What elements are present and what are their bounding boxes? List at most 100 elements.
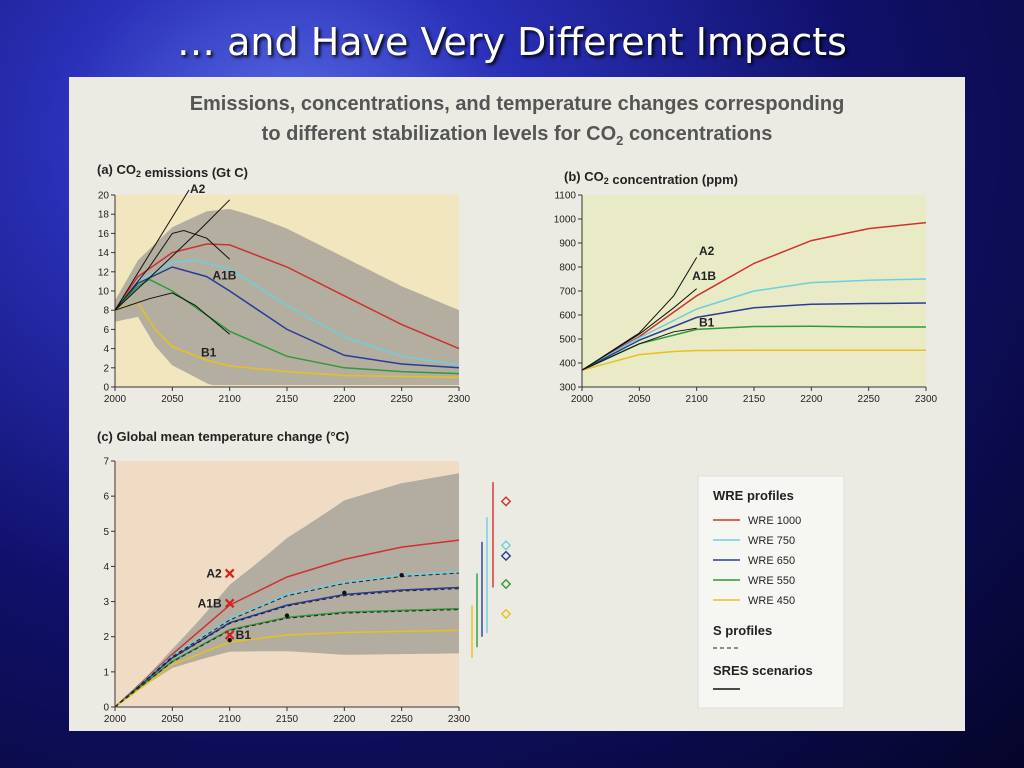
figure-title-line2-suffix: concentrations: [623, 123, 773, 145]
y-tick-label: 16: [98, 229, 110, 240]
panel-title-2: (c) Global mean temperature change (°C): [97, 429, 349, 444]
series-line-wre-450: [114, 629, 460, 708]
y-tick-label: 400: [559, 359, 576, 370]
x-tick-label: 2150: [743, 394, 766, 405]
y-tick-label: 500: [559, 335, 576, 346]
legend-box: [697, 475, 845, 709]
y-tick-label: 2: [103, 363, 109, 374]
x-tick-label: 2150: [276, 394, 299, 405]
figure-title-line1: Emissions, concentrations, and temperatu…: [189, 93, 845, 115]
y-tick-label: 3: [103, 597, 109, 608]
legend-s-title: S profiles: [713, 623, 772, 638]
x-tick-label: 2050: [628, 394, 651, 405]
label-b1: B1: [201, 345, 217, 359]
y-tick-label: 1: [103, 667, 109, 678]
stabilization-dot-0: [284, 613, 290, 618]
series-line-wre-1000: [114, 243, 460, 350]
label-a2: A2: [699, 244, 715, 258]
x-tick-label: 2200: [800, 394, 823, 405]
y-tick-label: 6: [103, 325, 109, 336]
legend-sres-title: SRES scenarios: [713, 663, 813, 678]
label-b1: B1: [699, 315, 715, 329]
s-profile-line-2: [114, 609, 460, 708]
figure-title-subscript: 2: [616, 133, 624, 148]
label-a2: A2: [190, 182, 206, 196]
y-tick-label: 10: [98, 287, 110, 298]
series-line-wre-650: [114, 586, 460, 708]
sres-cross-b1: [224, 630, 235, 640]
y-tick-label: 800: [559, 263, 576, 274]
y-tick-label: 12: [98, 267, 110, 278]
uncertainty-band-2: [115, 473, 459, 707]
a2-leader: [114, 189, 190, 311]
uncertainty-band-0: [115, 209, 459, 386]
y-tick-label: 20: [98, 191, 110, 202]
series-line-wre-450: [114, 301, 460, 379]
x-tick-label: 2250: [858, 394, 881, 405]
range-diamond-4: [500, 608, 512, 620]
sres-line-b1: [114, 292, 231, 335]
y-tick-label: 4: [103, 344, 109, 355]
label-a1b: A1B: [198, 596, 222, 610]
sres-line-a2: [114, 199, 231, 311]
x-tick-label: 2100: [219, 714, 242, 725]
sres-line-a1b: [581, 288, 698, 371]
legend-item-label: WRE 650: [748, 555, 795, 567]
series-line-wre-750: [114, 259, 460, 366]
x-tick-label: 2000: [571, 394, 594, 405]
legend-item-label: WRE 750: [748, 535, 795, 547]
slide-title: … and Have Very Different Impacts: [177, 20, 847, 64]
series-line-wre-1000: [114, 539, 460, 708]
label-a1b: A1B: [212, 268, 236, 282]
sres-cross-a1b: [224, 598, 235, 609]
label-a2: A2: [206, 566, 222, 580]
y-tick-label: 300: [559, 383, 576, 394]
label-b1: B1: [236, 628, 252, 642]
x-tick-label: 2250: [391, 394, 414, 405]
y-tick-label: 900: [559, 239, 576, 250]
charts-svg: 2000 2050 2100 2150 2200 2250 2300024681012141…: [97, 162, 938, 725]
y-tick-label: 8: [103, 306, 109, 317]
y-tick-label: 5: [103, 527, 109, 538]
range-diamond-0: [500, 496, 512, 507]
y-tick-label: 0: [103, 383, 109, 394]
x-tick-label: 2150: [276, 714, 299, 725]
b1-dot: [227, 638, 232, 643]
sres-line-b1: [581, 327, 697, 371]
y-tick-label: 1000: [554, 215, 577, 226]
legend-title: WRE profiles: [713, 488, 794, 503]
series-line-wre-1000: [581, 221, 927, 371]
sres-line-a2: [581, 257, 698, 371]
stabilization-dot-1: [342, 590, 347, 595]
series-line-wre-650: [581, 302, 927, 371]
sres-line-a1b: [114, 229, 231, 311]
y-tick-label: 2: [103, 632, 109, 643]
y-tick-label: 18: [98, 210, 110, 221]
y-tick-label: 14: [98, 248, 110, 259]
x-tick-label: 2200: [333, 394, 356, 405]
x-tick-label: 2100: [686, 394, 709, 405]
x-tick-label: 2050: [161, 714, 184, 725]
legend-item-label: WRE 550: [748, 575, 795, 587]
range-diamond-2: [500, 550, 512, 562]
legend-item-label: WRE 1000: [748, 515, 801, 527]
y-tick-label: 0: [103, 703, 109, 714]
y-tick-label: 7: [103, 457, 109, 468]
x-tick-label: 2000: [104, 394, 127, 405]
x-tick-label: 2050: [161, 394, 184, 405]
s-profile-line-1: [114, 588, 460, 708]
figure-panel: Emissions, concentrations, and temperatu…: [69, 77, 965, 731]
range-diamond-3: [500, 578, 512, 590]
x-tick-label: 2300: [915, 394, 938, 405]
x-tick-label: 2300: [448, 714, 471, 725]
x-tick-label: 2000: [104, 714, 127, 725]
stabilization-dot-2: [399, 573, 404, 578]
series-line-wre-750: [581, 278, 927, 371]
x-tick-label: 2250: [391, 714, 414, 725]
y-tick-label: 4: [103, 562, 109, 573]
series-line-wre-450: [581, 349, 926, 371]
y-tick-label: 700: [559, 287, 576, 298]
x-tick-label: 2100: [219, 394, 242, 405]
panel-title-1: (b) CO2 concentration (ppm): [564, 169, 738, 187]
figure-title-line2-prefix: to different stabilization levels for CO: [261, 123, 617, 145]
